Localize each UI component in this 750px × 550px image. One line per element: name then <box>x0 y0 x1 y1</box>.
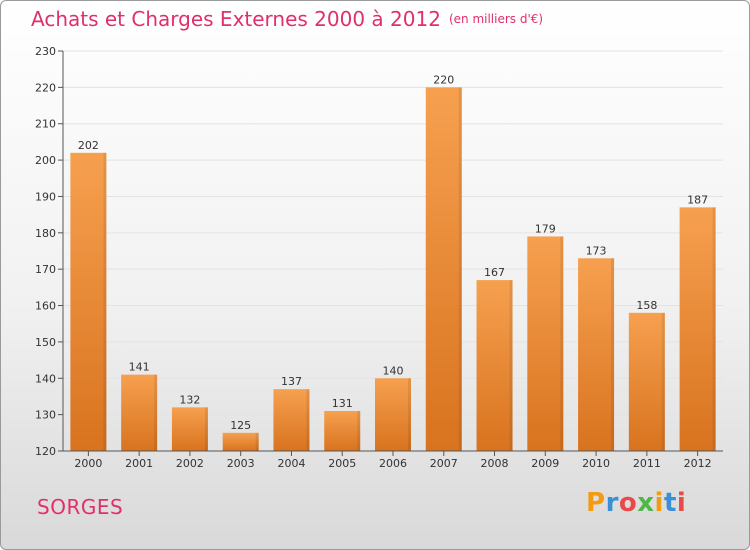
bar-2002 <box>171 407 208 451</box>
y-tick-label: 210 <box>35 118 56 131</box>
data-label-2007: 220 <box>433 73 454 86</box>
x-tick-label: 2007 <box>430 457 458 470</box>
y-tick-label: 150 <box>35 336 56 349</box>
bar-shade <box>712 207 716 451</box>
bar-2007 <box>425 87 462 451</box>
labels: 120 130 140 150 160 170 180 190 200 210 220 230 202 2… <box>35 45 712 470</box>
y-tick-label: 230 <box>35 45 56 58</box>
bars <box>70 87 716 451</box>
bar-2001 <box>121 374 158 451</box>
data-label-2000: 202 <box>78 139 99 152</box>
x-tick-label: 2002 <box>176 457 204 470</box>
data-label-2008: 167 <box>484 266 505 279</box>
y-tick-label: 180 <box>35 227 56 240</box>
bar-shade <box>458 87 462 451</box>
commune-name: SORGES <box>37 495 124 519</box>
chart-title-text: Achats et Charges Externes 2000 à 2012 <box>31 7 441 31</box>
data-label-2001: 141 <box>129 361 150 374</box>
logo-letter: x <box>637 488 655 518</box>
bar-2011 <box>628 312 665 451</box>
y-tick-label: 130 <box>35 409 56 422</box>
logo-letter: i <box>654 488 664 518</box>
x-tick-label: 2004 <box>277 457 305 470</box>
y-tick-label: 200 <box>35 154 56 167</box>
axes <box>58 50 723 456</box>
bar-2003 <box>222 432 259 451</box>
bar-shade <box>103 152 107 451</box>
data-label-2011: 158 <box>636 299 657 312</box>
logo-letter: o <box>618 488 638 518</box>
x-tick-label: 2012 <box>684 457 712 470</box>
x-tick-label: 2006 <box>379 457 407 470</box>
y-tick-label: 140 <box>35 372 56 385</box>
logo-letter: r <box>605 488 619 518</box>
bar-shade <box>661 312 665 451</box>
bar-shade <box>357 411 361 451</box>
x-tick-label: 2003 <box>227 457 255 470</box>
logo-letter: i <box>676 488 687 518</box>
data-label-2005: 131 <box>332 397 353 410</box>
bar-shade <box>611 258 615 451</box>
x-tick-label: 2010 <box>582 457 610 470</box>
y-tick-label: 220 <box>35 81 56 94</box>
data-label-2002: 132 <box>179 393 200 406</box>
y-tick-label: 190 <box>35 190 56 203</box>
proxiti-logo: Proxiti <box>586 488 686 518</box>
data-label-2010: 173 <box>586 244 607 257</box>
logo-letter: t <box>663 488 677 518</box>
bar-2010 <box>578 258 615 451</box>
x-tick-label: 2001 <box>125 457 153 470</box>
y-tick-label: 120 <box>35 445 56 458</box>
y-tick-label: 160 <box>35 300 56 313</box>
bar-2000 <box>70 152 107 451</box>
data-label-2012: 187 <box>687 193 708 206</box>
bar-shade <box>560 236 564 451</box>
data-label-2006: 140 <box>383 364 404 377</box>
logo-letter: P <box>586 488 606 518</box>
bar-shade <box>255 432 259 451</box>
bar-shade <box>154 374 158 451</box>
bar-2009 <box>527 236 564 451</box>
y-tick-label: 170 <box>35 263 56 276</box>
bar-2005 <box>324 411 361 451</box>
bar-shade <box>204 407 208 451</box>
bar-shade <box>408 378 411 451</box>
bar-2004 <box>273 389 310 451</box>
bar-2006 <box>375 378 411 451</box>
x-tick-label: 2009 <box>531 457 559 470</box>
data-label-2009: 179 <box>535 222 556 235</box>
x-tick-label: 2000 <box>74 457 102 470</box>
bar-2012 <box>679 207 716 451</box>
bar-2008 <box>476 280 513 451</box>
bar-shade <box>306 389 310 451</box>
x-tick-label: 2011 <box>633 457 661 470</box>
bar-shade <box>509 280 513 451</box>
x-tick-label: 2008 <box>481 457 509 470</box>
data-label-2003: 125 <box>230 419 251 432</box>
data-label-2004: 137 <box>281 375 302 388</box>
chart-subtitle: (en milliers d'€) <box>448 12 544 26</box>
chart-title: Achats et Charges Externes 2000 à 2012 (e… <box>31 7 543 31</box>
x-tick-label: 2005 <box>328 457 356 470</box>
